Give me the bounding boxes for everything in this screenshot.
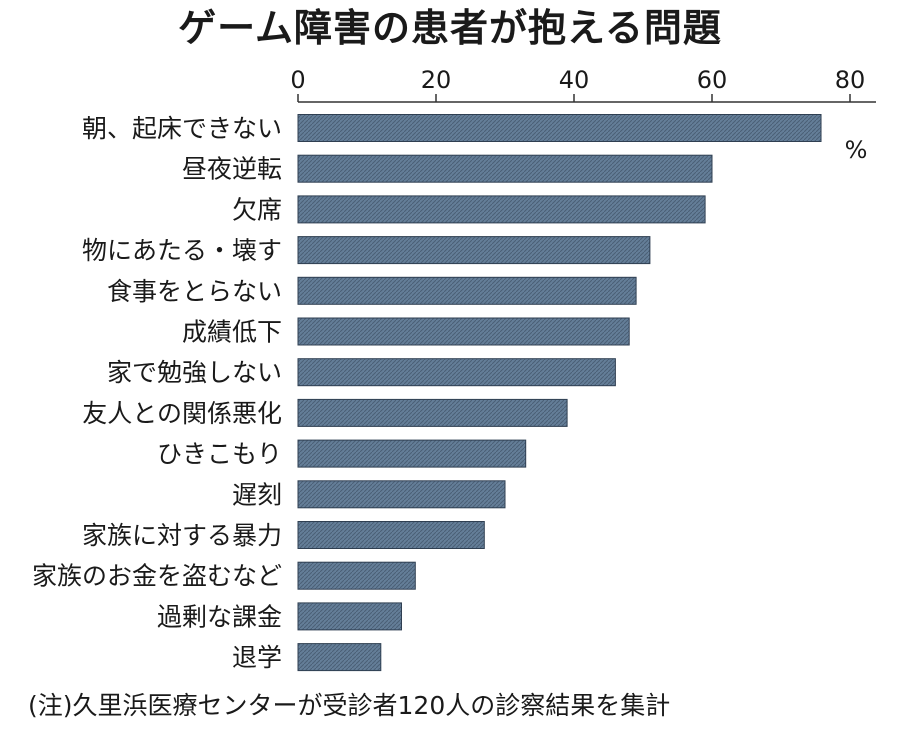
category-label: 家で勉強しない	[107, 358, 282, 387]
category-label: ひきこもり	[157, 440, 282, 469]
category-label: 過剰な課金	[157, 602, 282, 631]
category-label: 欠席	[232, 195, 282, 224]
category-label: 友人との関係悪化	[82, 399, 282, 428]
bar-chart: 0 20 40 60 80 朝、起床できない昼夜逆転欠席物にあたる・壊す食事をとらない成…	[32, 66, 876, 672]
bar	[297, 317, 630, 346]
unit-label: %	[845, 136, 868, 164]
category-label: 朝、起床できない	[82, 114, 282, 143]
x-tick-label: 20	[421, 66, 452, 94]
bar	[297, 358, 616, 387]
x-tick-label: 80	[835, 66, 866, 94]
category-labels: 朝、起床できない昼夜逆転欠席物にあたる・壊す食事をとらない成績低下家で勉強しない…	[32, 114, 282, 672]
category-label: 昼夜逆転	[182, 155, 282, 184]
footnote: (注)久里浜医療センターが受診者120人の診察結果を集計	[28, 691, 671, 720]
x-tick-label: 60	[697, 66, 728, 94]
category-label: 家族のお金を盗むなど	[32, 562, 282, 591]
bars-group	[297, 114, 822, 672]
category-label: 成績低下	[182, 318, 282, 347]
bar	[297, 114, 822, 142]
bar	[297, 602, 402, 631]
x-axis-ticks: 0 20 40 60 80	[290, 66, 865, 102]
bar	[297, 643, 382, 672]
category-label: 物にあたる・壊す	[82, 236, 282, 265]
bar	[297, 195, 706, 224]
bar	[297, 521, 485, 549]
category-label: 退学	[232, 643, 282, 672]
x-tick-label: 0	[290, 66, 305, 94]
bar	[297, 276, 637, 305]
category-label: 遅刻	[232, 480, 282, 509]
x-tick-label: 40	[559, 66, 590, 94]
bar	[297, 439, 527, 468]
bar	[297, 561, 416, 590]
bar	[297, 154, 713, 183]
category-label: 食事をとらない	[107, 277, 282, 306]
category-label: 家族に対する暴力	[82, 521, 282, 550]
bar	[297, 398, 568, 427]
bar	[297, 480, 506, 509]
chart-title: ゲーム障害の患者が抱える問題	[178, 6, 722, 50]
bar	[297, 236, 651, 265]
